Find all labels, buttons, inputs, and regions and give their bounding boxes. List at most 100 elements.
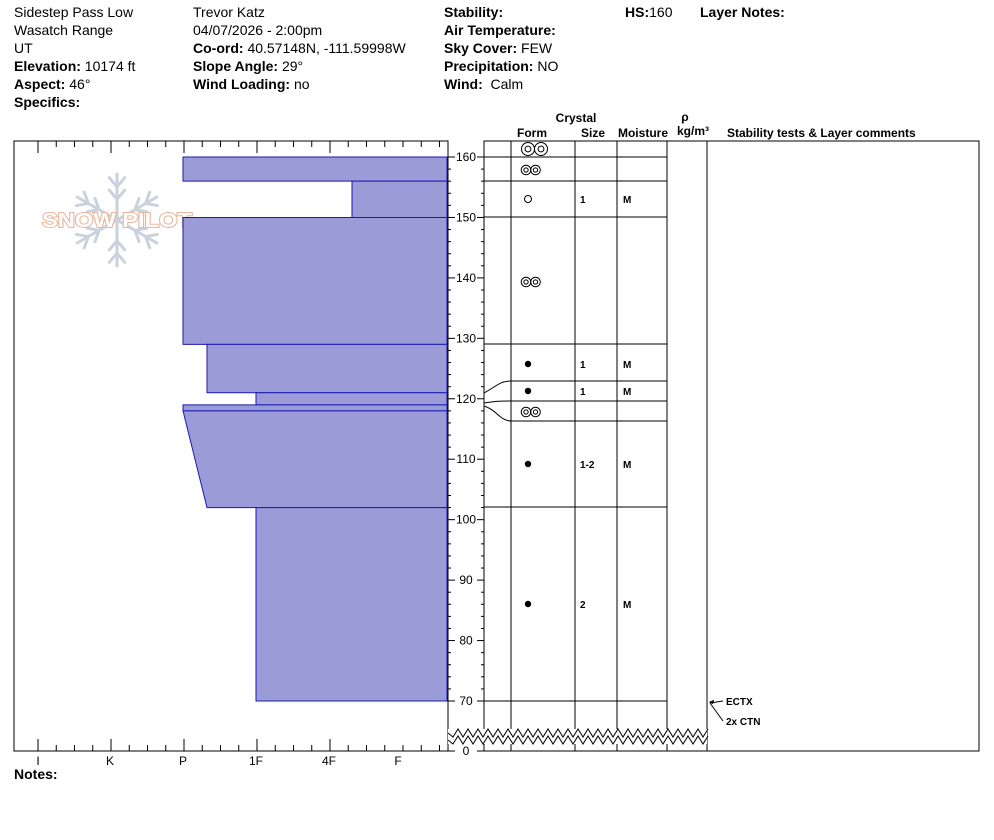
snow-height: HS:160 (625, 3, 672, 21)
height-tick-label: 160 (456, 150, 476, 164)
hardness-layer-2 (351, 180, 448, 218)
melt-form-icon (524, 460, 532, 468)
hs-value: 160 (649, 4, 673, 20)
row-connector (483, 380, 512, 394)
moisture-value: M (623, 387, 631, 398)
aspect: Aspect: 46° (14, 75, 90, 93)
observer-name: Trevor Katz (193, 4, 265, 20)
wind-label: Wind: (444, 76, 483, 92)
snowflake-branch (93, 228, 101, 244)
coord-value: 40.57148N, -111.59998W (247, 40, 406, 56)
state: UT (14, 40, 33, 56)
moisture-value: M (623, 460, 631, 471)
density-unit-header: kg/m³ (677, 124, 709, 138)
slope-value: 29° (281, 58, 304, 74)
coordinates: Co-ord: 40.57148N, -111.59998W (193, 39, 406, 57)
sky-value: FEW (521, 40, 553, 56)
height-tick-label: 140 (456, 271, 476, 285)
row-connector (483, 400, 512, 404)
rounded-grain-icon (532, 167, 539, 173)
hs-label: HS: (625, 4, 650, 20)
grain-size-value: 1 (580, 387, 586, 398)
rounded-grain-icon (521, 142, 535, 156)
height-tick-label: 150 (456, 210, 476, 224)
wind-loading: Wind Loading: no (193, 75, 310, 93)
rounded-grain-icon (532, 279, 539, 285)
rounded-grain-icon (530, 406, 541, 418)
snowflake-branch (82, 235, 90, 250)
depth-break-line (447, 728, 709, 738)
grain-size-value: 1 (580, 195, 586, 206)
elevation-value: 10174 ft (84, 58, 136, 74)
notes-label: Notes: (14, 766, 58, 782)
snowflake-branch (115, 176, 127, 189)
snowflake-branch (144, 190, 152, 205)
snowpilot-logo-text: SNOW PILOT (42, 210, 192, 232)
rounded-grain-icon (520, 406, 532, 418)
snowflake-branch (82, 190, 90, 205)
coord-label: Co-ord: (193, 40, 244, 56)
snowflake-branch (133, 208, 149, 214)
stability-label: Stability: (444, 4, 504, 20)
moisture-value: M (623, 195, 631, 206)
snowflake-branch (115, 188, 127, 201)
height-tick-label: 80 (459, 634, 473, 648)
elevation: Elevation: 10174 ft (14, 57, 135, 75)
aspect-label: Aspect: (14, 76, 66, 92)
moisture-value: M (623, 360, 631, 371)
sky-cover: Sky Cover: FEW (444, 39, 552, 57)
layer-table-frame (483, 140, 980, 752)
rounded-grain-icon (524, 145, 532, 153)
rounded-grain-icon (523, 167, 529, 173)
rounded-grain-icon (534, 142, 548, 156)
snowflake-branch (144, 232, 159, 239)
snowflake-branch (93, 196, 101, 212)
stability-test-arrowhead (709, 700, 714, 704)
rounded-grain-icon (520, 164, 532, 176)
precipitation: Precipitation: NO (444, 57, 558, 75)
snowflake-branch (133, 228, 141, 244)
melt-form-icon (524, 387, 532, 395)
height-tick-label: 70 (459, 694, 473, 708)
height-tick-label: 0 (463, 744, 470, 758)
melt-form-icon (524, 360, 532, 368)
rounded-grain-icon (532, 409, 539, 415)
height-tick-label: 110 (456, 452, 475, 466)
mountain-range: Wasatch Range (14, 22, 114, 38)
height-tick-label: 100 (456, 513, 476, 527)
snowflake-branch (107, 188, 119, 201)
hardness-tick-label: I (36, 754, 39, 768)
slope-label: Slope Angle: (193, 58, 279, 74)
specifics-label: Specifics: (14, 94, 81, 110)
hardness-layer-3 (182, 216, 448, 345)
height-tick-label: 90 (459, 573, 473, 587)
precip-value: NO (537, 58, 559, 74)
aspect-value: 46° (69, 76, 91, 92)
wind-loading-label: Wind Loading: (193, 76, 291, 92)
air-temp-label: Air Temperature: (444, 22, 556, 38)
stability-test-label: 2x CTN (726, 717, 760, 728)
hardness-tick-label: 4F (322, 754, 336, 768)
snowflake-branch (144, 235, 152, 250)
precip-label: Precipitation: (444, 58, 534, 74)
snowflake-branch (75, 201, 90, 208)
moisture-header: Moisture (618, 126, 668, 140)
specifics: Specifics: (14, 93, 80, 111)
grain-size-value: 1 (580, 360, 586, 371)
rho-header: ρ (681, 110, 688, 124)
hardness-tick-label: F (394, 754, 401, 768)
snowflake-branch (115, 251, 127, 264)
rounded-grain-icon (520, 276, 532, 288)
snowflake-branch (144, 201, 159, 208)
crystal-header: Crystal (556, 111, 597, 125)
height-tick-label: 130 (456, 331, 476, 345)
rounded-grain-icon (523, 279, 529, 285)
hardness-plot-frame (13, 140, 449, 752)
snowflake-branch (85, 208, 101, 214)
snowflake-branch (115, 239, 127, 252)
wind-value: Calm (490, 76, 524, 92)
grain-size-value: 2 (580, 600, 586, 611)
rounded-grain-icon (530, 276, 541, 288)
moisture-value: M (623, 600, 631, 611)
